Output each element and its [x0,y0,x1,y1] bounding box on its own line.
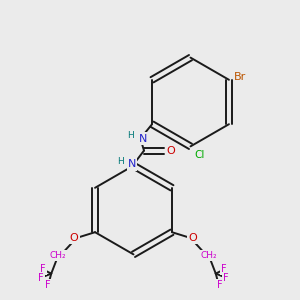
Text: H: H [118,157,124,166]
Text: Br: Br [234,72,247,82]
Text: CH₂: CH₂ [201,251,218,260]
Text: F: F [224,273,229,283]
Text: CH₂: CH₂ [50,251,66,260]
Text: N: N [128,159,136,170]
Text: Cl: Cl [194,150,205,160]
Text: F: F [40,264,46,274]
Text: O: O [70,232,78,243]
Text: F: F [45,280,50,290]
Text: F: F [38,273,43,283]
Text: O: O [189,232,197,243]
Text: F: F [221,264,227,274]
Text: H: H [128,131,134,140]
Text: O: O [167,146,176,156]
Text: F: F [217,280,222,290]
Text: N: N [139,134,147,144]
